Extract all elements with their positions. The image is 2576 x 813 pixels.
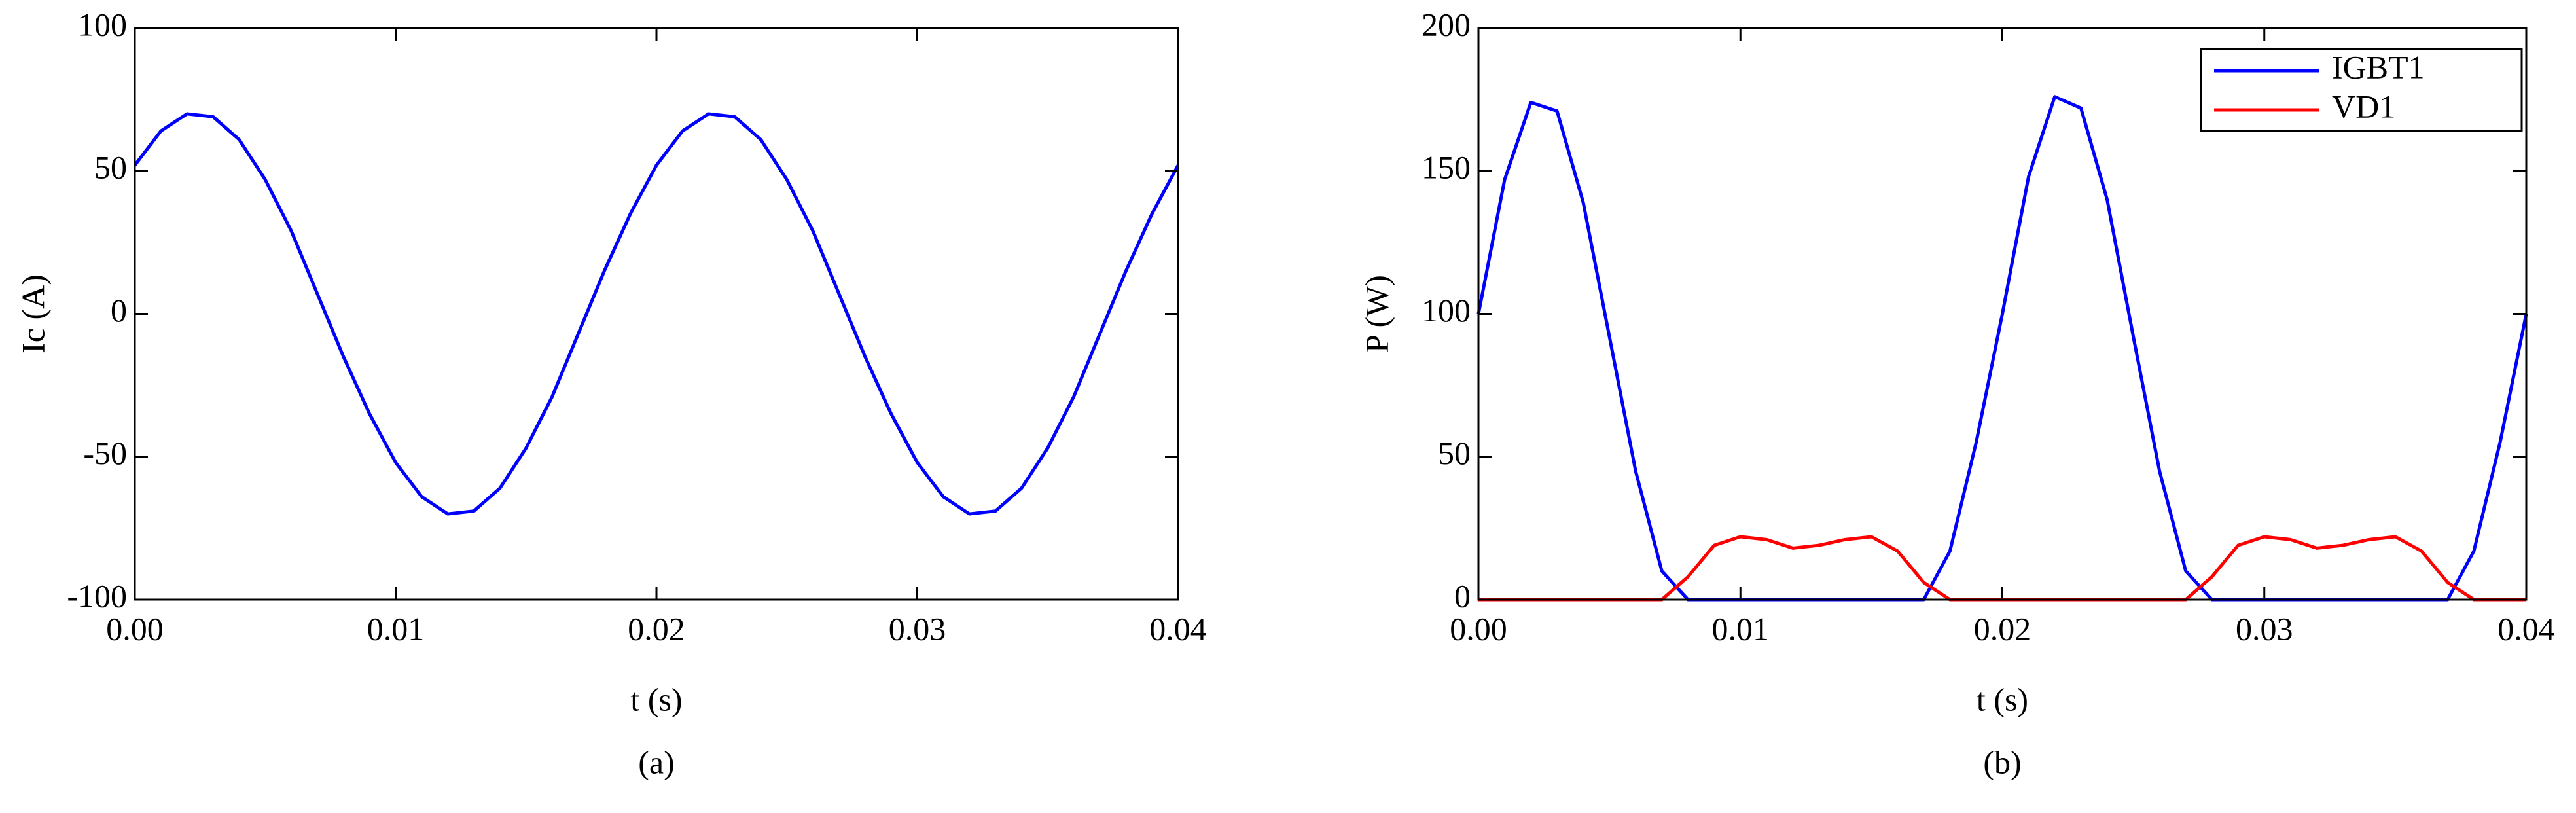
data-line: [134, 112, 1180, 516]
y-tick-label: -100: [67, 577, 127, 614]
y-axis-label: Ic (A): [14, 274, 51, 353]
x-tick-label: 0.02: [628, 610, 685, 647]
legend-label: VD1: [2332, 88, 2395, 124]
y-tick-label: 50: [94, 149, 127, 186]
x-tick-label: 0.03: [889, 610, 946, 647]
y-tick-label: 150: [1422, 149, 1471, 186]
legend-label: IGBT1: [2332, 48, 2425, 85]
x-axis-label: t (s): [1977, 681, 2028, 717]
y-tick-label: 100: [78, 6, 127, 43]
caption: (a): [638, 744, 675, 780]
y-tick-label: 50: [1438, 435, 1471, 471]
data-line: [1476, 95, 2528, 602]
x-tick-label: 0.01: [367, 610, 425, 647]
x-tick-label: 0.00: [106, 610, 164, 647]
y-tick-label: -50: [83, 435, 127, 471]
x-tick-label: 0.01: [1712, 610, 1770, 647]
plot-frame: [134, 27, 1179, 601]
x-tick-label: 0.00: [1450, 610, 1507, 647]
x-tick-label: 0.03: [2236, 610, 2293, 647]
x-axis-label: t (s): [630, 681, 682, 717]
y-tick-label: 0: [1454, 577, 1471, 614]
y-tick-label: 0: [111, 292, 127, 329]
plot: [134, 112, 1180, 516]
y-tick-label: 200: [1422, 6, 1471, 43]
y-tick-label: 100: [1422, 292, 1471, 329]
x-tick-label: 0.04: [1149, 610, 1207, 647]
caption: (b): [1983, 744, 2021, 780]
y-axis-label: P (W): [1358, 275, 1395, 353]
x-tick-label: 0.04: [2497, 610, 2555, 647]
legend-frame: [2200, 48, 2523, 132]
x-tick-label: 0.02: [1974, 610, 2031, 647]
plot: [1476, 95, 2528, 602]
